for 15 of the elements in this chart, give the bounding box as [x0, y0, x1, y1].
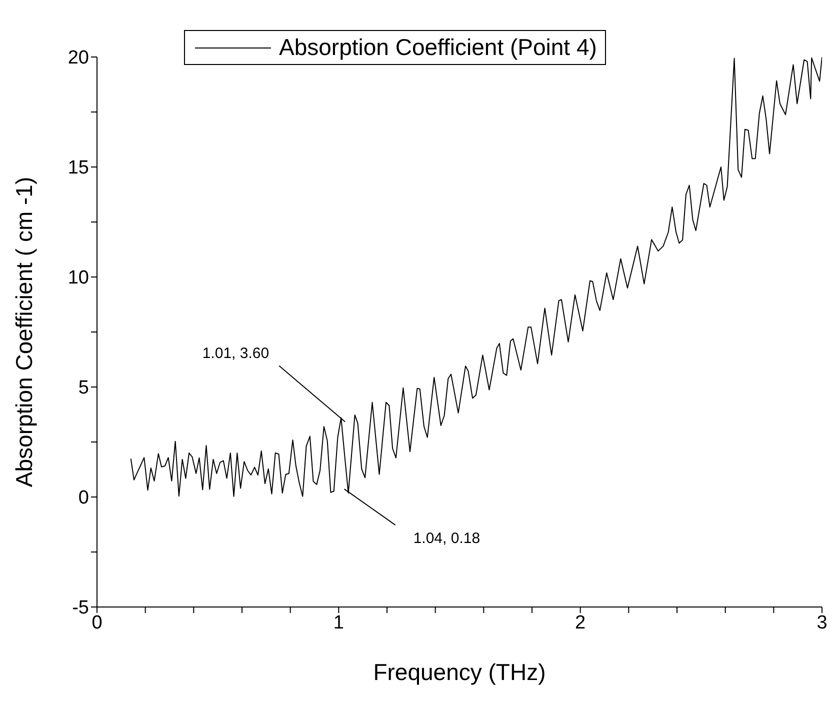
x-axis-title: Frequency (THz) [373, 659, 546, 685]
y-tick-label: 0 [78, 488, 89, 509]
y-tick-label: 15 [68, 158, 89, 179]
y-axis-title: Absorption Coefficient ( cm -1) [11, 176, 38, 488]
y-tick-label: 5 [78, 378, 89, 399]
x-tick-label: 2 [575, 612, 586, 634]
legend-label: Absorption Coefficient (Point 4) [279, 34, 597, 61]
annotation: 1.04, 0.18 [413, 530, 480, 548]
y-tick-label: -5 [72, 598, 89, 619]
x-tick-label: 3 [816, 612, 828, 634]
annotation: 1.01, 3.60 [202, 344, 270, 362]
x-tick-label: 0 [92, 612, 102, 634]
y-tick-label: 20 [68, 48, 89, 69]
y-tick-label: 10 [68, 268, 89, 289]
x-tick-label: 1 [333, 612, 344, 634]
